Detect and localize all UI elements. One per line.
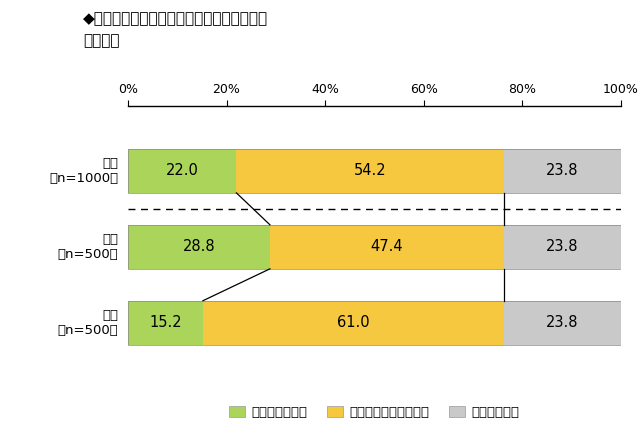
Bar [504, 225, 621, 269]
Text: 47.4: 47.4 [371, 239, 403, 254]
Bar [203, 301, 504, 345]
Bar [504, 301, 621, 345]
Bar [128, 225, 270, 269]
Text: 15.2: 15.2 [149, 315, 182, 330]
Text: 28.8: 28.8 [182, 239, 215, 254]
Text: 23.8: 23.8 [546, 239, 579, 254]
Bar [128, 301, 203, 345]
Bar [236, 149, 504, 193]
Text: ◆初恋は一目惜れだったか（単一回答形式）: ◆初恋は一目惜れだったか（単一回答形式） [83, 11, 268, 26]
Text: 22.0: 22.0 [166, 163, 198, 179]
Bar [270, 225, 504, 269]
Text: 54.2: 54.2 [354, 163, 387, 179]
Text: 男女別: 男女別 [83, 33, 120, 48]
Legend: 一目惜れだった, 一目惜れではなかった, 覚えていない: 一目惜れだった, 一目惜れではなかった, 覚えていない [224, 400, 525, 424]
Bar [504, 149, 621, 193]
Bar [128, 149, 236, 193]
Text: 23.8: 23.8 [546, 163, 579, 179]
Text: 23.8: 23.8 [546, 315, 579, 330]
Text: 61.0: 61.0 [337, 315, 369, 330]
